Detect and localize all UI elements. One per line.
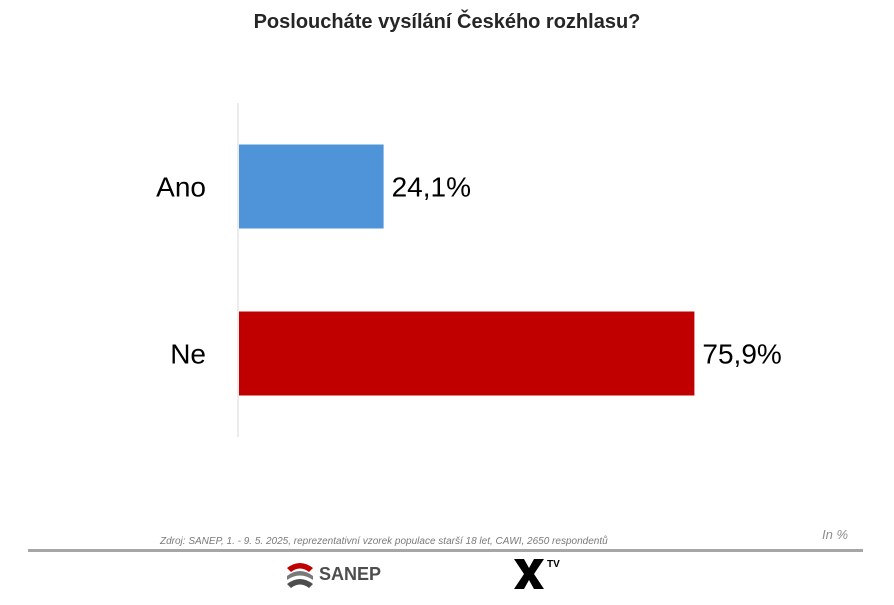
category-label-ne: Ne [170,339,206,370]
source-note: Zdroj: SANEP, 1. - 9. 5. 2025, reprezent… [160,536,608,547]
sanep-emblem-icon [287,563,313,588]
chart-title: Posloucháte vysílání Českého rozhlasu? [253,11,641,33]
xtv-logo-text: TV [547,559,560,570]
sanep-logo: SANEP [283,558,381,590]
footer-divider [28,549,863,552]
sanep-logo-text: SANEP [319,563,382,584]
bar-ano [239,144,384,229]
bar-chart: Ano 24,1% Ne 75,9% [156,103,782,437]
value-label-ano: 24,1% [392,172,471,203]
value-label-ne: 75,9% [702,339,781,370]
x-mark-icon [514,559,544,589]
xtv-logo: TV [512,557,560,591]
unit-note: In % [822,527,849,542]
category-label-ano: Ano [156,172,206,203]
bar-ne [239,311,695,396]
